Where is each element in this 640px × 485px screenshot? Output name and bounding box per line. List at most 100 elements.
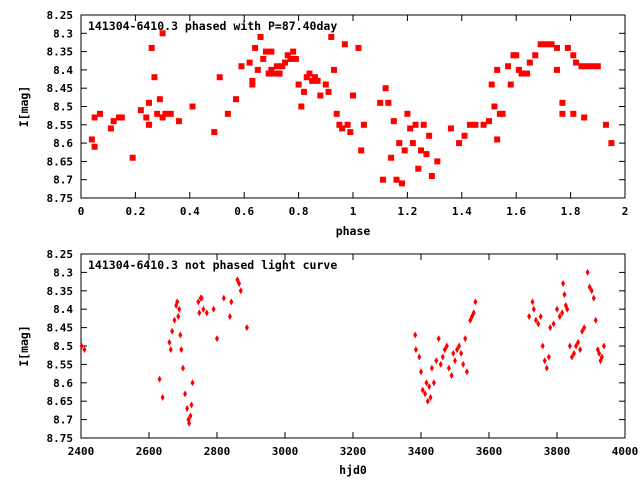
y-tick-label: 8.7 [53,414,73,427]
data-point [583,63,590,70]
data-point [444,342,449,350]
data-point [491,103,498,110]
data-point [185,405,190,413]
data-point [107,125,114,132]
data-point [279,63,286,70]
data-point [413,331,418,339]
data-point [167,338,172,346]
data-point [382,85,389,92]
data-point [118,114,125,121]
y-tick-label: 8.55 [47,358,74,371]
x-tick-label: 0.2 [125,205,145,218]
data-point [197,309,202,317]
data-point [347,129,354,136]
data-point [569,353,574,361]
data-point [463,335,468,343]
data-point [204,309,209,317]
data-point [548,324,553,332]
data-point [546,353,551,361]
data-point [428,394,433,402]
x-tick-label: 2 [622,205,629,218]
data-point [449,371,454,379]
data-point [339,125,346,132]
data-point [431,379,436,387]
data-point [532,52,539,59]
y-tick-label: 8.75 [47,432,74,445]
data-point [442,346,447,354]
data-point [472,121,479,128]
data-point [314,77,321,84]
data-point [417,353,422,361]
data-point [527,313,532,321]
data-point [229,298,234,306]
data-point [461,132,468,139]
data-point [407,125,414,132]
data-point [189,401,194,409]
y-tick-label: 8.5 [53,340,73,353]
y-tick-label: 8.4 [53,303,73,316]
x-tick-label: 0.8 [289,205,309,218]
data-point [271,70,278,77]
x-tick-label: 1.2 [397,205,417,218]
data-point [578,63,585,70]
x-tick-label: 3600 [476,445,503,458]
data-point [385,99,392,106]
data-point [137,107,144,114]
data-point [574,342,579,350]
data-point [570,52,577,59]
data-point [311,74,318,81]
data-point [537,41,544,48]
data-point [148,44,155,51]
data-point [287,55,294,62]
data-point [154,110,161,117]
data-point [538,313,543,321]
data-point [424,379,429,387]
data-point [325,88,332,95]
data-point [178,331,183,339]
data-point [276,70,283,77]
data-point [160,394,165,402]
data-point [557,313,562,321]
data-point [188,412,193,420]
data-point [216,74,223,81]
data-point [466,121,473,128]
data-point [459,349,464,357]
data-point [309,77,316,84]
data-point [249,77,256,84]
x-tick-label: 0 [78,205,85,218]
data-point [350,92,356,99]
data-point [412,121,419,128]
y-tick-label: 8.65 [47,155,74,168]
data-point [273,63,280,70]
data-point [295,81,302,88]
data-point [244,324,249,332]
data-point [526,59,533,66]
data-point [284,52,291,59]
data-point [409,140,416,147]
y-axis-label: I[mag] [17,325,31,367]
data-point [561,279,566,287]
data-point [582,324,587,332]
data-point [499,110,506,117]
data-point [420,121,427,128]
data-point [377,99,384,106]
data-point [419,368,423,376]
data-point [429,364,434,372]
data-point [151,74,158,81]
data-point [172,316,177,324]
data-point [524,70,531,77]
data-point [91,143,98,150]
y-tick-label: 8.35 [47,46,74,59]
data-point [301,88,308,95]
data-point [580,327,585,335]
y-tick-label: 8.4 [53,64,73,77]
data-point [494,66,501,73]
data-point [543,41,550,48]
data-point [146,99,152,106]
data-point [238,287,243,295]
data-point [162,110,169,117]
data-point [379,176,386,183]
data-point [531,305,536,313]
data-point [159,114,166,121]
